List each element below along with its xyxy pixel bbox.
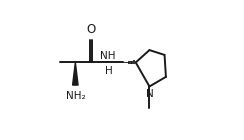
Text: NH: NH (100, 51, 115, 61)
Polygon shape (73, 62, 78, 85)
Text: H: H (105, 66, 113, 76)
Text: NH₂: NH₂ (66, 91, 85, 101)
Text: N: N (146, 88, 153, 99)
Text: O: O (87, 23, 96, 36)
